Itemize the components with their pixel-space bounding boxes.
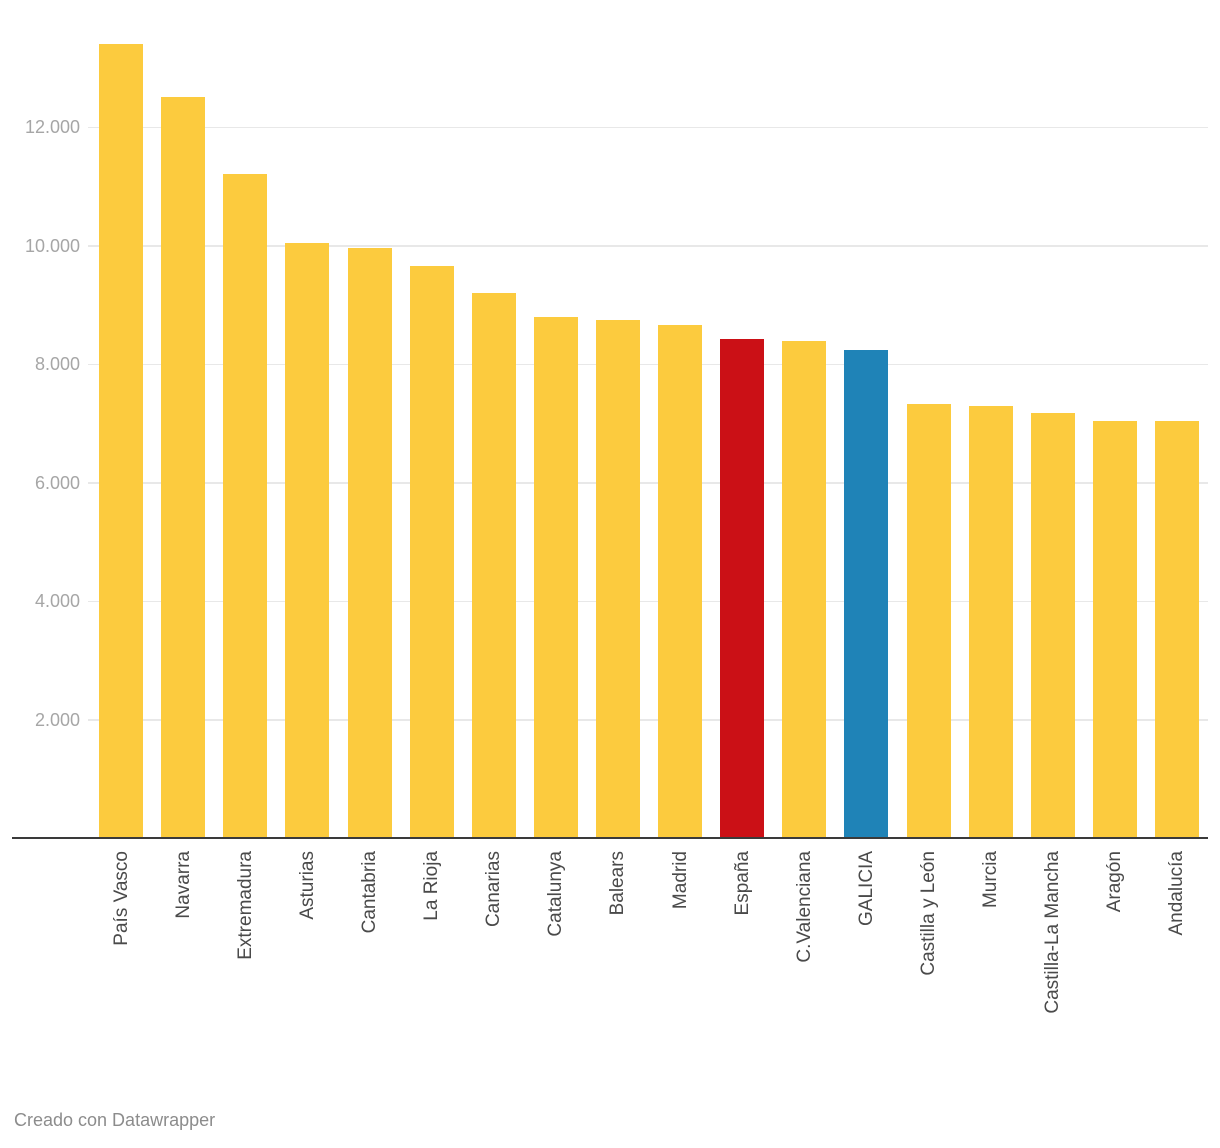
bar-navarra[interactable]: [161, 97, 206, 838]
x-axis-label-balears: Balears: [607, 851, 629, 916]
x-axis-label-galicia: GALICIA: [855, 851, 877, 926]
x-axis-label-madrid: Madrid: [669, 851, 691, 910]
bar-madrid[interactable]: [658, 325, 703, 838]
x-axis-label-aragón: Aragón: [1104, 851, 1126, 913]
y-tick-label-6.000: 6.000: [12, 470, 88, 495]
bar-cantabria[interactable]: [347, 248, 392, 838]
bar-país-vasco[interactable]: [99, 44, 144, 838]
x-axis-label-canarias: Canarias: [483, 851, 505, 928]
x-axis-label-andalucía: Andalucía: [1166, 851, 1188, 936]
y-tick-label-8.000: 8.000: [12, 352, 88, 376]
x-axis-label-catalunya: Catalunya: [545, 851, 567, 937]
bar-asturias[interactable]: [285, 242, 330, 838]
bar-galicia[interactable]: [844, 350, 889, 838]
bar-aragón[interactable]: [1092, 421, 1137, 838]
x-axis-label-asturias: Asturias: [296, 851, 318, 920]
x-axis-label-navarra: Navarra: [172, 851, 194, 919]
x-axis-label-murcia: Murcia: [980, 851, 1002, 909]
y-tick-label-4.000: 4.000: [12, 589, 88, 613]
bar-balears[interactable]: [595, 319, 640, 838]
bar-c-valenciana[interactable]: [782, 341, 827, 838]
bar-castilla-y-león[interactable]: [906, 404, 951, 838]
x-axis-label-la-rioja: La Rioja: [421, 851, 443, 921]
x-axis-label-españa: España: [731, 851, 753, 916]
gridline-12.000: [12, 126, 1208, 128]
y-tick-label-12.000: 12.000: [12, 115, 88, 139]
chart-credit: Creado con Datawrapper: [14, 1110, 216, 1130]
x-axis-label-castilla-la-mancha: Castilla-La Mancha: [1042, 851, 1064, 1014]
bar-murcia[interactable]: [968, 406, 1013, 838]
x-axis-label-castilla-y-león: Castilla y León: [918, 851, 939, 976]
x-axis-label-extremadura: Extremadura: [234, 851, 256, 960]
gridline-10.000: [12, 245, 1208, 247]
bar-castilla-la-mancha[interactable]: [1030, 412, 1075, 838]
x-axis-label-país-vasco: País Vasco: [110, 851, 132, 946]
bar-andalucía[interactable]: [1154, 421, 1199, 838]
bar-catalunya[interactable]: [533, 316, 578, 838]
bar-canarias[interactable]: [471, 292, 516, 838]
bar-la-rioja[interactable]: [409, 266, 454, 838]
x-axis-label-c-valenciana: C.Valenciana: [793, 851, 815, 963]
y-tick-label-2.000: 2.000: [12, 707, 88, 732]
x-axis-label-cantabria: Cantabria: [359, 851, 380, 934]
bar-extremadura[interactable]: [223, 174, 268, 838]
y-tick-label-10.000: 10.000: [12, 233, 88, 258]
x-axis-line: [12, 837, 1208, 839]
bar-españa[interactable]: [720, 339, 765, 838]
